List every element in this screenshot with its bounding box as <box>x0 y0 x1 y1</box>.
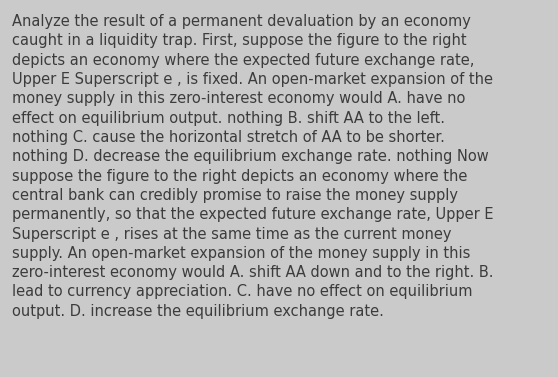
Text: nothing D. decrease the equilibrium exchange rate. nothing Now: nothing D. decrease the equilibrium exch… <box>12 149 489 164</box>
Text: effect on equilibrium output. nothing B. shift AA to the left.: effect on equilibrium output. nothing B.… <box>12 110 445 126</box>
Text: permanently​, so that the expected future exchange rate, Upper E: permanently​, so that the expected futur… <box>12 207 493 222</box>
Text: Superscript e , rises at the same time as the current money: Superscript e , rises at the same time a… <box>12 227 451 242</box>
Text: lead to currency appreciation. C. have no effect on equilibrium: lead to currency appreciation. C. have n… <box>12 285 473 299</box>
Text: supply. An​ open-market expansion of the money supply in this: supply. An​ open-market expansion of the… <box>12 246 470 261</box>
Text: caught in a liquidity trap. ​First, suppose the figure to the right: caught in a liquidity trap. ​First, supp… <box>12 33 466 48</box>
Text: nothing C. cause the horizontal stretch of AA to be shorter.: nothing C. cause the horizontal stretch … <box>12 130 445 145</box>
Text: suppose the figure to the right depicts an economy where the: suppose the figure to the right depicts … <box>12 169 468 184</box>
Text: central bank can credibly promise to raise the money supply: central bank can credibly promise to rai… <box>12 188 458 203</box>
Text: output. D. increase the equilibrium exchange rate.: output. D. increase the equilibrium exch… <box>12 304 384 319</box>
Text: depicts an economy where the expected future exchange rate,: depicts an economy where the expected fu… <box>12 53 474 67</box>
Text: zero-interest economy would A. shift AA down and to the right. B.: zero-interest economy would A. shift AA … <box>12 265 493 280</box>
Text: money supply in this​ zero-interest economy would A. have no: money supply in this​ zero-interest econ… <box>12 91 465 106</box>
Text: Analyze the result of a permanent devaluation by an economy: Analyze the result of a permanent devalu… <box>12 14 471 29</box>
Text: Upper E Superscript e , is fixed. An​ open-market expansion of the: Upper E Superscript e , is fixed. An​ op… <box>12 72 493 87</box>
